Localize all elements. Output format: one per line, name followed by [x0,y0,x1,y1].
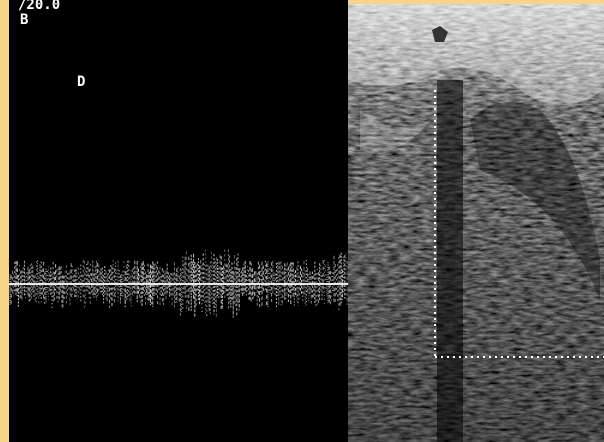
panel-label: B [20,12,28,28]
page: /20.0 B D (() => { const data = JSON.par… [0,0,604,442]
ultrasound-image: /20.0 B D [0,0,604,442]
doppler-label: D [77,74,85,90]
bmode-panel [348,4,604,442]
doppler-panel [9,0,348,442]
